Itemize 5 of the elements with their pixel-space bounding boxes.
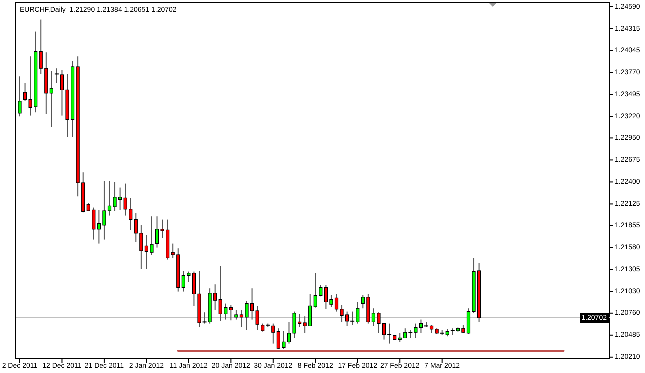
candlestick: [272, 323, 276, 344]
candlestick: [18, 76, 22, 118]
candlestick: [50, 70, 54, 128]
candlestick: [229, 304, 233, 322]
candlestick: [54, 68, 59, 84]
